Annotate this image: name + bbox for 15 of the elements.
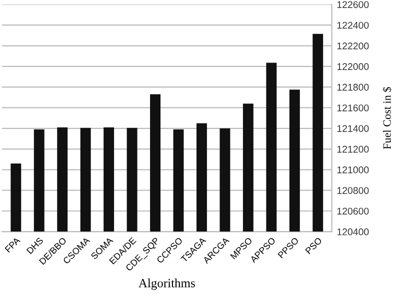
y-tick-label: 121200 [337, 146, 369, 153]
y-tick-label: 121800 [337, 84, 369, 91]
y-tick-label: 120800 [337, 187, 369, 194]
x-tick-label: FPA [4, 236, 21, 253]
y-tick-label: 122400 [337, 22, 369, 29]
y-tick-label: 122200 [337, 42, 369, 50]
y-tick-label: 121600 [337, 104, 369, 112]
y-axis-title: Fuel Cost in $ [382, 87, 392, 150]
y-tick-label: 120400 [337, 228, 369, 236]
y-tick-label: 122000 [337, 63, 369, 70]
y-tick-label: 122600 [337, 1, 369, 8]
x-axis-title: Algorithms [138, 278, 195, 290]
y-tick-label: 120600 [337, 208, 369, 215]
y-tick-label: 121000 [337, 166, 369, 174]
y-tick-label: 121400 [337, 125, 369, 132]
